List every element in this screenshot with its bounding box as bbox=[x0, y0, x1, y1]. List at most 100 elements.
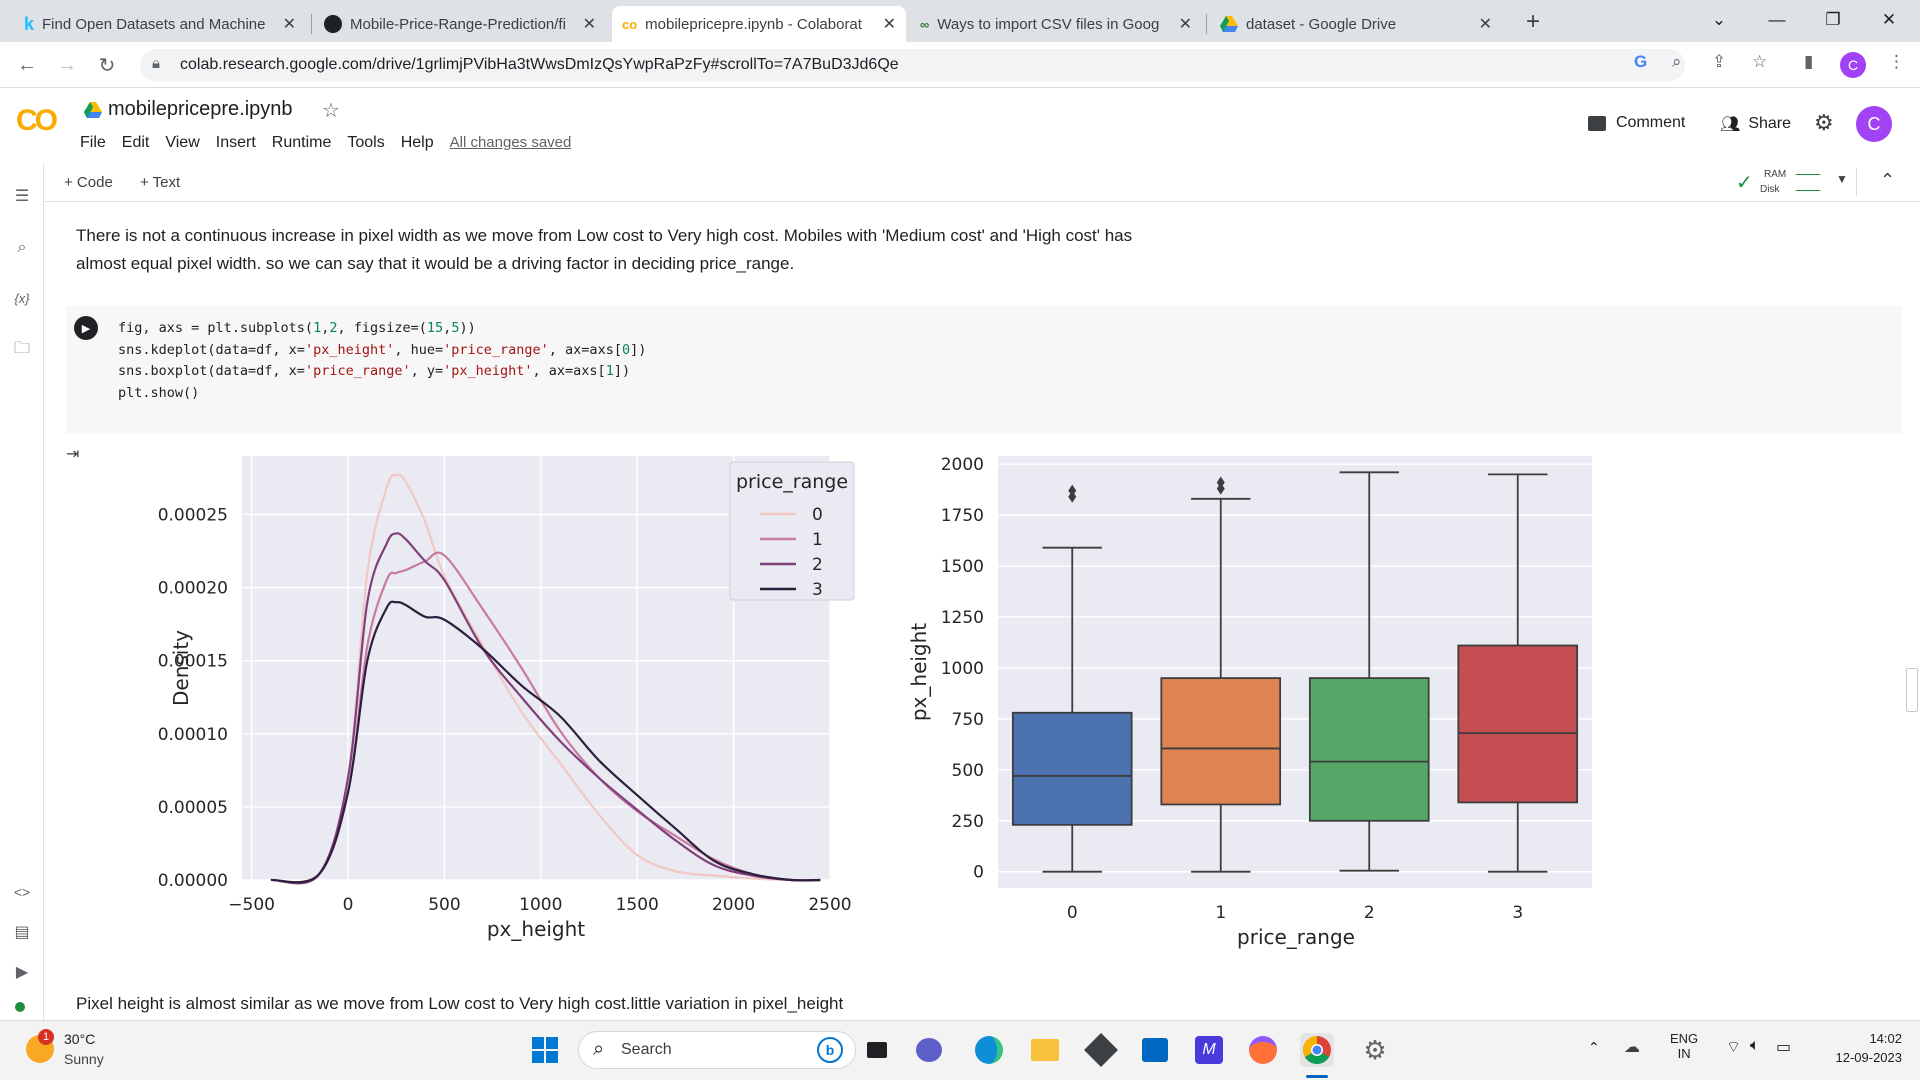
menu-file[interactable]: File bbox=[80, 134, 106, 151]
output-toggle-icon[interactable]: ⇥ bbox=[66, 446, 80, 463]
tab-drive[interactable]: dataset - Google Drive ✕ bbox=[1210, 6, 1502, 42]
run-cell-button[interactable]: ▶ bbox=[74, 316, 98, 340]
disk-bar bbox=[1796, 190, 1820, 191]
x-tick-label: 2000 bbox=[712, 895, 755, 915]
minimize-icon[interactable]: — bbox=[1768, 10, 1786, 29]
y-tick-label: 250 bbox=[952, 812, 984, 832]
taskbar-search-box[interactable]: ⌕ Search b bbox=[578, 1031, 856, 1069]
code-cell[interactable]: ▶ fig, axs = plt.subplots(1,2, figsize=(… bbox=[66, 306, 1902, 434]
x-tick-label: −500 bbox=[228, 895, 275, 915]
y-tick-label: 1750 bbox=[941, 506, 984, 526]
code-snippets-icon[interactable]: <> bbox=[13, 884, 31, 900]
address-bar[interactable]: 🔒︎ colab.research.google.com/drive/1grli… bbox=[140, 49, 1685, 81]
settings-gear-icon[interactable]: ⚙ bbox=[1814, 110, 1834, 135]
battery-icon[interactable]: ▭ bbox=[1776, 1039, 1792, 1056]
tab-csv-guide[interactable]: ∞ Ways to import CSV files in Goog ✕ bbox=[910, 6, 1202, 42]
resources-indicator[interactable]: RAM Disk bbox=[1760, 166, 1840, 200]
wifi-icon[interactable]: ⌔ bbox=[1726, 1039, 1742, 1056]
zoom-icon[interactable]: ⌕ bbox=[1672, 52, 1682, 71]
volume-icon[interactable]: 🔈︎ bbox=[1750, 1037, 1760, 1054]
browser-toolbar: ← → ↻ 🔒︎ colab.research.google.com/drive… bbox=[0, 42, 1920, 88]
weather-temp[interactable]: 30°C bbox=[64, 1031, 96, 1047]
bookmark-star-icon[interactable]: ☆ bbox=[1752, 52, 1768, 71]
terminal-icon[interactable]: ▶︎ bbox=[15, 964, 29, 981]
new-tab-icon[interactable]: + bbox=[1525, 8, 1540, 35]
app-purple-icon[interactable]: M bbox=[1192, 1033, 1226, 1067]
scrollbar-thumb[interactable] bbox=[1906, 668, 1918, 712]
add-text-button[interactable]: + Text bbox=[140, 174, 181, 191]
kaggle-k-icon: k bbox=[24, 13, 35, 34]
lang-line2: IN bbox=[1677, 1046, 1691, 1061]
menu-runtime[interactable]: Runtime bbox=[271, 134, 332, 151]
x-tick-label: 3 bbox=[1512, 903, 1523, 923]
search-icon[interactable]: ⌕ bbox=[17, 239, 27, 256]
x-tick-label: 0 bbox=[343, 895, 354, 915]
menu-view[interactable]: View bbox=[165, 134, 200, 151]
add-code-button[interactable]: + Code bbox=[64, 174, 113, 191]
variables-icon[interactable]: {x} bbox=[14, 290, 30, 306]
google-translate-icon[interactable]: G bbox=[1634, 52, 1648, 71]
restore-icon[interactable]: ❐ bbox=[1825, 10, 1841, 29]
weather-desc[interactable]: Sunny bbox=[64, 1051, 104, 1067]
files-folder-icon[interactable]: 🗀︎ bbox=[13, 339, 30, 357]
microsoft-store-icon[interactable] bbox=[1138, 1033, 1172, 1067]
box-iqr bbox=[1160, 677, 1282, 806]
menu-help[interactable]: Help bbox=[400, 134, 434, 151]
table-of-contents-icon[interactable]: ☰ bbox=[14, 188, 30, 205]
star-icon[interactable]: ☆ bbox=[322, 100, 340, 122]
comment-button[interactable]: Comment bbox=[1588, 114, 1685, 132]
close-icon[interactable]: ✕ bbox=[882, 16, 896, 33]
settings-gear-icon[interactable]: ⚙ bbox=[1363, 1034, 1387, 1065]
legend-box bbox=[729, 461, 855, 601]
edge-icon[interactable] bbox=[972, 1033, 1006, 1067]
show-hidden-icons-chevron[interactable]: ⌃ bbox=[1588, 1039, 1600, 1055]
chrome-icon[interactable] bbox=[1300, 1033, 1334, 1067]
windows-start-icon[interactable] bbox=[528, 1033, 562, 1067]
language-indicator[interactable]: ENG IN bbox=[1670, 1031, 1698, 1061]
task-view-icon[interactable] bbox=[860, 1033, 894, 1067]
firefox-icon[interactable] bbox=[1246, 1033, 1280, 1067]
close-icon[interactable]: ✕ bbox=[282, 16, 296, 33]
close-window-icon[interactable]: ✕ bbox=[1881, 10, 1897, 29]
kde-line-series-3 bbox=[270, 600, 821, 884]
code-editor[interactable]: fig, axs = plt.subplots(1,2, figsize=(15… bbox=[118, 318, 646, 404]
kebab-menu-icon[interactable]: ⋮ bbox=[1888, 52, 1905, 71]
side-panel-icon[interactable]: ▮ bbox=[1804, 52, 1814, 71]
tab-search-chevron-icon[interactable]: ⌄ bbox=[1711, 10, 1727, 29]
file-explorer-icon[interactable] bbox=[1028, 1033, 1062, 1067]
teams-chat-icon[interactable] bbox=[912, 1033, 946, 1067]
close-icon[interactable]: ✕ bbox=[1478, 16, 1492, 33]
close-icon[interactable]: ✕ bbox=[1178, 16, 1192, 33]
kde-plot: −500 0 500 1000 1500 2000 2500 0.00000 0.00005 0… bbox=[158, 456, 855, 941]
tab-kaggle[interactable]: k Find Open Datasets and Machine ✕ bbox=[14, 6, 306, 42]
onedrive-cloud-icon[interactable]: ☁ bbox=[1624, 1039, 1640, 1056]
tab-github[interactable]: Mobile-Price-Range-Prediction/fi ✕ bbox=[314, 6, 606, 42]
tab-colab[interactable]: co mobilepricepre.ipynb - Colaborat ✕ bbox=[612, 6, 906, 42]
runtime-dropdown-icon[interactable]: ▼ bbox=[1836, 172, 1848, 186]
clock[interactable]: 14:02 12-09-2023 bbox=[1818, 1031, 1903, 1065]
colab-icon: co bbox=[622, 16, 638, 32]
x-axis-label: price_range bbox=[1237, 925, 1355, 949]
y-tick-label: 0.00015 bbox=[158, 652, 228, 672]
share-page-icon[interactable]: ⇪ bbox=[1712, 52, 1727, 71]
save-status[interactable]: All changes saved bbox=[449, 134, 572, 151]
menu-insert[interactable]: Insert bbox=[215, 134, 256, 151]
tab-title: Ways to import CSV files in Goog bbox=[937, 15, 1160, 33]
share-button[interactable]: 👥︎ Share bbox=[1720, 114, 1791, 134]
account-avatar[interactable]: C bbox=[1856, 106, 1892, 142]
menu-tools[interactable]: Tools bbox=[347, 134, 385, 151]
close-icon[interactable]: ✕ bbox=[582, 16, 596, 33]
notebook-name[interactable]: mobilepricepre.ipynb bbox=[108, 98, 293, 120]
active-app-indicator bbox=[1306, 1075, 1328, 1078]
reload-icon[interactable]: ↻ bbox=[98, 54, 116, 77]
x-tick-label: 1500 bbox=[616, 895, 659, 915]
collapse-chevron-icon[interactable]: ⌃ bbox=[1880, 170, 1896, 190]
menu-edit[interactable]: Edit bbox=[121, 134, 150, 151]
box-plot: 0 1 2 3 0 250 500 750 1000 1250 1500 1750 2000 pric… bbox=[907, 455, 1592, 949]
forward-arrow-icon[interactable]: → bbox=[57, 53, 77, 76]
colab-logo[interactable]: CO bbox=[16, 104, 58, 137]
profile-avatar[interactable]: C bbox=[1840, 52, 1866, 78]
command-palette-icon[interactable]: ▤ bbox=[14, 924, 30, 941]
back-arrow-icon[interactable]: ← bbox=[17, 53, 37, 76]
app-dark-icon[interactable] bbox=[1084, 1033, 1118, 1067]
